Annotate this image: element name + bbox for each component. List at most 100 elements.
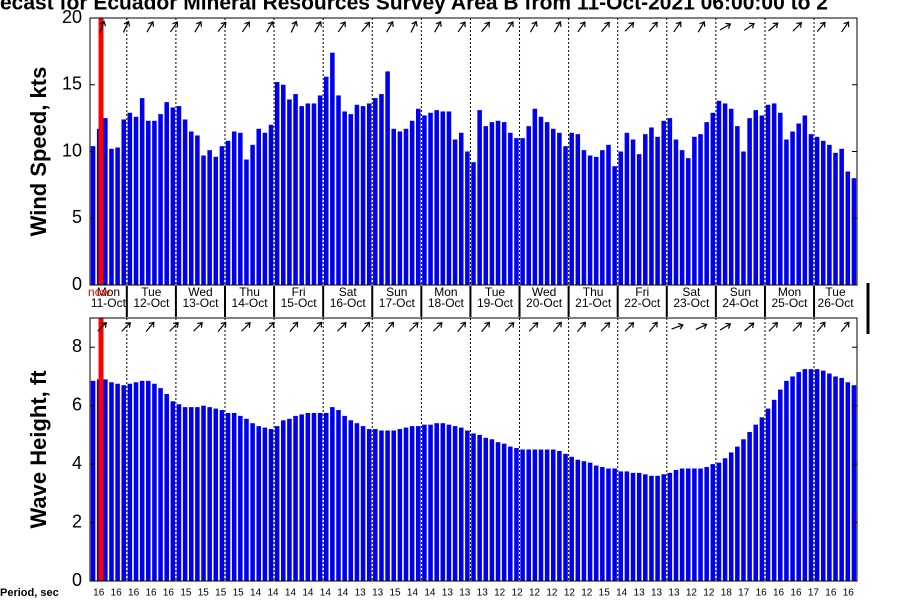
bar [649,475,654,581]
direction-arrow [792,322,803,332]
direction-arrow [313,321,323,332]
bar [612,166,617,285]
direction-arrow [529,20,538,33]
bar [440,423,446,581]
bar [293,415,298,581]
period-value: 12 [529,588,541,599]
bar [532,449,538,581]
bar [434,423,439,581]
bar [434,110,439,286]
direction-arrow [169,322,179,332]
direction-arrow [385,321,395,332]
arrow-shape [840,321,850,332]
bar [330,407,335,581]
bar [759,417,765,581]
period-value: 13 [442,588,454,599]
bar [581,150,587,285]
arrow-shape [841,21,850,33]
day-date: 23-Oct [673,296,710,310]
period-value: 16 [128,588,140,599]
period-value: 16 [111,588,123,599]
bar [802,369,808,581]
bar [127,383,133,581]
bar [600,150,605,285]
bar [336,95,341,286]
bar [796,123,801,285]
day-date: 24-Oct [722,296,759,310]
bar [827,373,832,581]
bar [765,408,771,581]
direction-arrow [457,321,467,332]
bar [520,449,525,581]
arrow-shape [145,321,155,332]
period-value: 12 [512,588,524,599]
period-value: 14 [267,588,279,599]
bar [103,118,108,285]
bar [532,108,538,285]
period-value: 18 [721,588,733,599]
bar [544,449,550,581]
period-value: 14 [302,588,314,599]
y-tick-label: 4 [72,453,82,473]
bar [274,82,280,285]
day-date: 25-Oct [771,296,808,310]
bar [311,103,317,285]
bar [225,412,231,581]
bar [643,134,648,285]
bar [207,407,212,581]
bar [164,393,169,581]
bar [139,98,145,285]
bar [526,449,531,581]
bar [624,471,630,581]
bar [685,158,691,285]
period-value: 15 [389,588,401,599]
bar [704,467,709,581]
bar [360,106,366,285]
arrow-shape [624,322,635,332]
bar [373,429,378,581]
bar [323,76,329,286]
bar [704,122,709,285]
bar [735,126,740,285]
bar [618,151,624,285]
bar [833,376,838,581]
day-date: 17-Oct [379,296,416,310]
y-tick-label: 0 [72,570,82,590]
arrow-shape [457,21,466,33]
bar [287,99,292,285]
arrow-shape [146,20,155,33]
bar [710,112,716,285]
day-date: 19-Oct [477,296,514,310]
arrow-shape [265,322,275,332]
period-value: 16 [790,588,802,599]
bar [458,132,464,285]
period-value: 15 [180,588,192,599]
day-date: 20-Oct [526,296,563,310]
period-value: 13 [634,588,646,599]
bar [636,472,642,581]
arrow-shape [193,322,203,332]
y-axis-title: Wind Speed, kts [26,67,51,237]
bar [851,385,857,581]
direction-arrow [217,321,227,332]
arrow-shape [528,322,539,332]
direction-arrow [600,322,611,332]
direction-arrow [410,20,418,33]
arrow-shape [217,321,227,332]
bar [784,380,789,581]
bar [182,407,188,581]
bar [158,388,163,581]
bar [90,146,96,285]
arrow-shape [337,322,347,332]
bar [90,380,96,581]
direction-arrow [601,21,610,32]
period-value: 17 [808,588,820,599]
period-value: 16 [843,588,855,599]
arrow-shape [337,21,346,33]
arrow-shape [408,322,419,332]
bar [728,452,734,581]
bar [593,465,599,581]
period-value: 16 [93,588,105,599]
bar [422,115,427,285]
bar [771,399,777,581]
